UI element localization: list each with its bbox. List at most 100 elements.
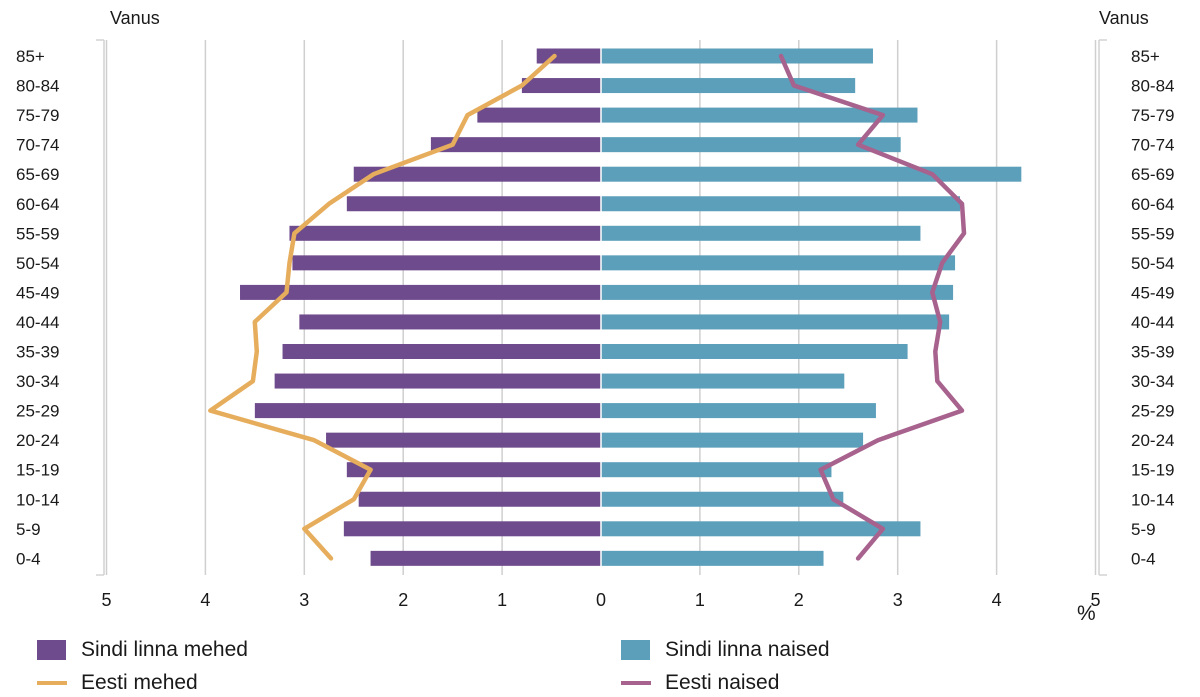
category-label-left: 45-49 <box>16 283 59 302</box>
category-label-left: 5-9 <box>16 520 41 539</box>
legend-label: Eesti naised <box>665 671 780 694</box>
bar <box>299 314 601 330</box>
bar <box>521 78 601 94</box>
bar <box>346 462 601 478</box>
category-label-left: 85+ <box>16 47 45 66</box>
category-label-right: 0-4 <box>1131 549 1156 568</box>
grid-lines <box>105 40 1097 575</box>
legend-label: Sindi linna naised <box>665 638 830 661</box>
category-label-left: 0-4 <box>16 549 41 568</box>
category-label-right: 60-64 <box>1131 195 1174 214</box>
legend-label: Sindi linna mehed <box>81 638 248 661</box>
bar <box>601 137 901 153</box>
category-label-right: 75-79 <box>1131 106 1174 125</box>
unit-label: % <box>1077 602 1096 625</box>
bar <box>601 403 876 419</box>
category-label-right: 35-39 <box>1131 343 1174 362</box>
legend-item-sindi-mehed: Sindi linna mehed <box>37 638 248 662</box>
category-label-right: 40-44 <box>1131 313 1174 332</box>
x-tick-label: 0 <box>596 590 606 610</box>
legend-item-sindi-naised: Sindi linna naised <box>621 638 830 662</box>
bar <box>274 373 601 389</box>
bar <box>343 521 601 537</box>
category-label-left: 40-44 <box>16 313 59 332</box>
bar <box>601 255 956 271</box>
category-label-left: 65-69 <box>16 165 59 184</box>
x-tick-label: 5 <box>101 590 111 610</box>
bar <box>358 491 601 507</box>
category-label-right: 30-34 <box>1131 372 1174 391</box>
legend-label: Eesti mehed <box>81 671 198 694</box>
series-line <box>208 53 557 561</box>
right-axis-title: Vanus <box>1099 8 1149 28</box>
bar <box>601 166 1022 182</box>
x-tick-label: 1 <box>497 590 507 610</box>
bar <box>601 550 824 566</box>
category-label-left: 80-84 <box>16 77 59 96</box>
category-label-right: 50-54 <box>1131 254 1174 273</box>
x-tick-label: 3 <box>299 590 309 610</box>
category-label-left: 75-79 <box>16 106 59 125</box>
bar <box>326 432 601 448</box>
bar <box>601 196 961 212</box>
bar <box>353 166 601 182</box>
legend-item-eesti-mehed: Eesti mehed <box>37 671 198 695</box>
bar <box>370 550 601 566</box>
bar <box>601 284 954 300</box>
category-label-left: 10-14 <box>16 490 59 509</box>
legend-swatch <box>37 640 66 660</box>
lines <box>208 53 967 561</box>
bar <box>240 284 601 300</box>
bar <box>601 314 950 330</box>
legend-swatch <box>621 640 650 660</box>
x-tick-label: 3 <box>893 590 903 610</box>
category-label-right: 5-9 <box>1131 520 1156 539</box>
legend-swatch <box>621 681 651 685</box>
bars <box>240 48 1022 566</box>
legend-swatch <box>37 681 67 685</box>
bar <box>601 521 921 537</box>
bar <box>601 462 832 478</box>
category-label-right: 10-14 <box>1131 490 1174 509</box>
category-label-right: 85+ <box>1131 47 1160 66</box>
category-label-left: 30-34 <box>16 372 59 391</box>
x-tick-label: 4 <box>992 590 1002 610</box>
x-tick-label: 4 <box>200 590 210 610</box>
x-tick-label: 2 <box>398 590 408 610</box>
category-label-left: 55-59 <box>16 224 59 243</box>
axes: 85+ 85+ 80-84 80-84 75-79 75-79 70-74 70-74 65-6… <box>16 39 1174 610</box>
bar <box>477 107 601 123</box>
bar <box>254 403 601 419</box>
bar <box>601 432 864 448</box>
bar <box>601 373 845 389</box>
bar <box>346 196 601 212</box>
category-label-left: 20-24 <box>16 431 59 450</box>
legend-item-eesti-naised: Eesti naised <box>621 671 779 695</box>
bar <box>601 48 873 64</box>
category-label-right: 65-69 <box>1131 165 1174 184</box>
series-line <box>778 53 967 561</box>
category-label-right: 45-49 <box>1131 283 1174 302</box>
bar <box>292 255 601 271</box>
bar <box>601 491 844 507</box>
bar <box>601 107 918 123</box>
bar <box>430 137 601 153</box>
bar <box>601 225 921 241</box>
bar <box>289 225 601 241</box>
bar <box>601 78 856 94</box>
x-tick-label: 2 <box>794 590 804 610</box>
category-label-left: 50-54 <box>16 254 59 273</box>
category-label-right: 20-24 <box>1131 431 1174 450</box>
category-label-right: 25-29 <box>1131 402 1174 421</box>
left-axis-title: Vanus <box>110 8 160 28</box>
category-label-right: 80-84 <box>1131 77 1174 96</box>
category-label-right: 55-59 <box>1131 224 1174 243</box>
bar <box>601 344 908 359</box>
x-tick-label: 5 <box>1090 590 1100 610</box>
category-label-left: 25-29 <box>16 402 59 421</box>
category-label-left: 15-19 <box>16 461 59 480</box>
x-tick-label: 1 <box>695 590 705 610</box>
category-label-left: 60-64 <box>16 195 59 214</box>
category-label-left: 35-39 <box>16 343 59 362</box>
